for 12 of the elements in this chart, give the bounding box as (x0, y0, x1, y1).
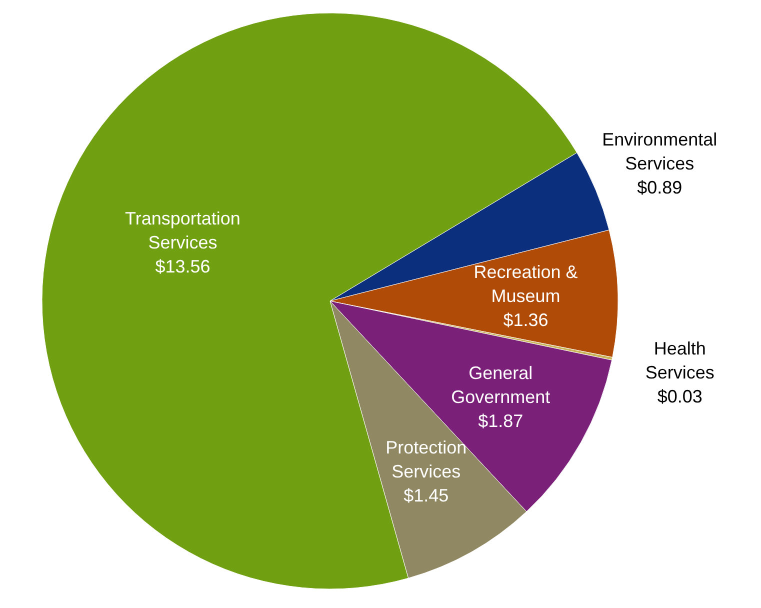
slice-label: Protection Services (386, 438, 467, 482)
data-label: $1.45 (404, 486, 449, 506)
data-label: $1.87 (478, 411, 524, 432)
data-label: $1.36 (503, 310, 548, 330)
slice-label: Transportation Services (125, 208, 240, 253)
data-label: $0.89 (637, 178, 682, 198)
slice-label: Health Services (645, 338, 714, 383)
slice-label: Recreation & Museum (474, 262, 578, 306)
slice-label: General Government (451, 363, 550, 408)
data-label: $13.56 (155, 256, 210, 277)
slice-label: Environmental Services (602, 130, 718, 174)
data-label: $0.03 (657, 386, 702, 407)
